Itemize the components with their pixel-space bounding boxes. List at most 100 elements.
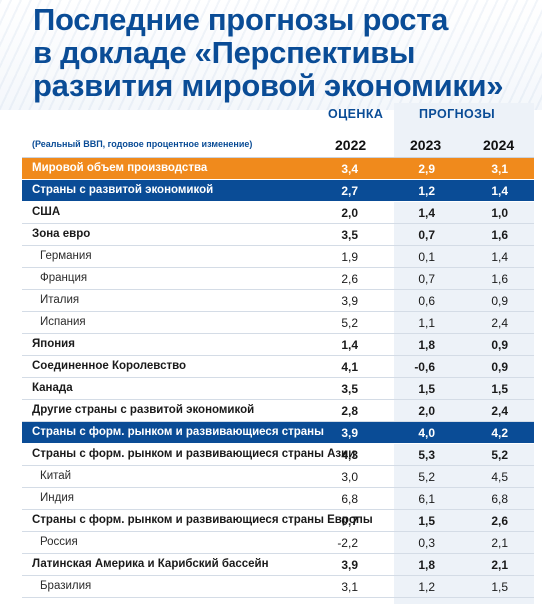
value-2022: 2,8 — [341, 404, 358, 418]
row-label: Латинская Америка и Карибский бассейн — [32, 558, 269, 570]
value-2022: -2,2 — [337, 536, 358, 550]
table-row: Соединенное Королевство 4,1 -0,6 0,9 — [22, 356, 534, 378]
value-2023: 1,2 — [418, 580, 435, 594]
table-row: Зона евро 3,5 0,7 1,6 — [22, 224, 534, 246]
value-2022: 2,7 — [341, 184, 358, 198]
value-2022: 3,9 — [341, 558, 358, 572]
estimate-group-label: ОЦЕНКА — [328, 107, 384, 121]
value-2024: 1,4 — [491, 250, 508, 264]
value-2023: 0,3 — [418, 536, 435, 550]
value-2022: 3,9 — [341, 294, 358, 308]
table-row: Франция 2,6 0,7 1,6 — [22, 268, 534, 290]
row-label: Страны с форм. рынком и развивающиеся ст… — [32, 448, 356, 460]
table-row: Страны с форм. рынком и развивающиеся ст… — [22, 422, 534, 444]
value-2024: 1,5 — [491, 580, 508, 594]
value-2024: 2,4 — [491, 404, 508, 418]
value-2023: 1,2 — [418, 184, 435, 198]
table-row: Индия 6,8 6,1 6,8 — [22, 488, 534, 510]
value-2024: 3,1 — [491, 162, 508, 176]
value-2024: 2,4 — [491, 316, 508, 330]
value-2023: 1,8 — [418, 558, 435, 572]
value-2024: 5,2 — [491, 448, 508, 462]
value-2024: 1,4 — [491, 184, 508, 198]
table-row: Испания 5,2 1,1 2,4 — [22, 312, 534, 334]
table-row: Мировой объем производства 3,4 2,9 3,1 — [22, 158, 534, 180]
value-2023: -0,6 — [414, 360, 435, 374]
table-row: Италия 3,9 0,6 0,9 — [22, 290, 534, 312]
value-2022: 4,1 — [341, 360, 358, 374]
value-2023: 0,7 — [418, 272, 435, 286]
value-2024: 2,1 — [491, 536, 508, 550]
value-2024: 1,6 — [491, 228, 508, 242]
row-label: Страны с форм. рынком и развивающиеся ст… — [32, 514, 373, 526]
value-2023: 4,0 — [418, 426, 435, 440]
value-2023: 0,1 — [418, 250, 435, 264]
value-2022: 3,5 — [341, 228, 358, 242]
table-note: (Реальный ВВП, годовое процентное измене… — [32, 139, 253, 149]
value-2024: 1,6 — [491, 272, 508, 286]
table-row: Китай 3,0 5,2 4,5 — [22, 466, 534, 488]
table-row: США 2,0 1,4 1,0 — [22, 202, 534, 224]
value-2022: 1,4 — [341, 338, 358, 352]
value-2023: 1,5 — [418, 382, 435, 396]
value-2023: 1,1 — [418, 316, 435, 330]
row-label: Страны с развитой экономикой — [32, 184, 214, 196]
value-2023: 1,8 — [418, 338, 435, 352]
table-row: Бразилия 3,1 1,2 1,5 — [22, 576, 534, 598]
value-2022: 0,7 — [341, 514, 358, 528]
year-2023-header: 2023 — [410, 137, 442, 153]
value-2024: 1,0 — [491, 206, 508, 220]
row-label: Китай — [40, 470, 72, 482]
value-2024: 6,8 — [491, 492, 508, 506]
row-label: Италия — [40, 294, 80, 306]
value-2023: 0,6 — [418, 294, 435, 308]
forecast-table: ОЦЕНКА ПРОГНОЗЫ (Реальный ВВП, годовое п… — [22, 103, 534, 604]
value-2023: 2,0 — [418, 404, 435, 418]
table-body: Мировой объем производства 3,4 2,9 3,1 Стран… — [22, 158, 534, 598]
row-label: Испания — [40, 316, 86, 328]
value-2023: 2,9 — [418, 162, 435, 176]
value-2024: 4,5 — [491, 470, 508, 484]
value-2022: 3,0 — [341, 470, 358, 484]
table-row: Германия 1,9 0,1 1,4 — [22, 246, 534, 268]
value-2024: 1,5 — [491, 382, 508, 396]
title-line-2: в докладе «Перспективы — [33, 35, 416, 70]
value-2022: 1,9 — [341, 250, 358, 264]
table-row: Канада 3,5 1,5 1,5 — [22, 378, 534, 400]
value-2024: 0,9 — [491, 294, 508, 308]
value-2022: 4,3 — [341, 448, 358, 462]
table-row: Латинская Америка и Карибский бассейн 3,9… — [22, 554, 534, 576]
table-row: Япония 1,4 1,8 0,9 — [22, 334, 534, 356]
row-label: Другие страны с развитой экономикой — [32, 404, 255, 416]
value-2022: 3,4 — [341, 162, 358, 176]
value-2023: 0,7 — [418, 228, 435, 242]
value-2022: 3,1 — [341, 580, 358, 594]
table-row: Страны с развитой экономикой 2,7 1,2 1,4 — [22, 180, 534, 202]
row-label: Соединенное Королевство — [32, 360, 187, 372]
row-label: Индия — [40, 492, 74, 504]
value-2024: 0,9 — [491, 338, 508, 352]
row-label: Германия — [40, 250, 92, 262]
table-row: Страны с форм. рынком и развивающиеся ст… — [22, 510, 534, 532]
row-label: Франция — [40, 272, 88, 284]
value-2023: 1,4 — [418, 206, 435, 220]
value-2024: 2,1 — [491, 558, 508, 572]
row-label: США — [32, 206, 61, 218]
forecast-group-label: ПРОГНОЗЫ — [419, 107, 495, 121]
table-row: Страны с форм. рынком и развивающиеся ст… — [22, 444, 534, 466]
row-label: Бразилия — [40, 580, 92, 592]
row-label: Страны с форм. рынком и развивающиеся ст… — [32, 426, 324, 438]
value-2023: 5,2 — [418, 470, 435, 484]
value-2024: 4,2 — [491, 426, 508, 440]
value-2023: 5,3 — [418, 448, 435, 462]
table-row: Другие страны с развитой экономикой 2,8 2,… — [22, 400, 534, 422]
title-line-3: развития мировой экономики» — [33, 68, 504, 103]
column-group-headers: ОЦЕНКА ПРОГНОЗЫ — [22, 103, 534, 125]
row-label: Россия — [40, 536, 78, 548]
value-2024: 0,9 — [491, 360, 508, 374]
table-header-row: (Реальный ВВП, годовое процентное измене… — [22, 125, 534, 158]
value-2022: 2,0 — [341, 206, 358, 220]
value-2022: 2,6 — [341, 272, 358, 286]
title-line-1: Последние прогнозы роста — [33, 2, 449, 37]
value-2023: 1,5 — [418, 514, 435, 528]
